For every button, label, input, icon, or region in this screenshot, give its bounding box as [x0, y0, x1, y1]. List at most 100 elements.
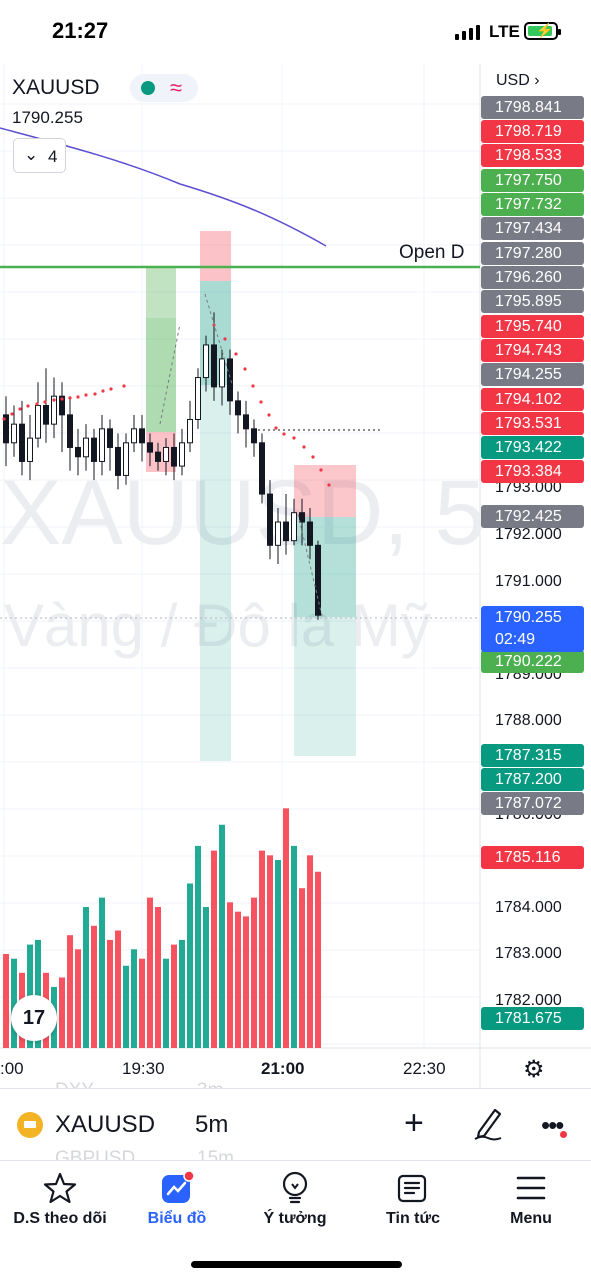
candle-body [163, 446, 169, 462]
psar-dot [319, 468, 323, 472]
nav-menu[interactable]: Menu [471, 1168, 591, 1228]
candle-body [11, 423, 17, 444]
chart-symbol[interactable]: XAUUSD [12, 76, 100, 99]
candle-body [43, 405, 49, 425]
volume-bar [11, 958, 17, 1048]
time-axis-label: 19:30 [122, 1059, 165, 1078]
volume-bar [291, 845, 297, 1048]
price-tag: 1798.841 [481, 96, 584, 119]
volume-bar [131, 949, 137, 1048]
volume-bar [123, 965, 129, 1048]
candle-body [75, 446, 81, 458]
nav-watchlist-label: D.S theo dõi [13, 1210, 107, 1227]
market-status-pill[interactable]: ≈ [130, 74, 198, 102]
short-position-target [294, 617, 356, 756]
psar-dot [302, 445, 306, 449]
candle-body [67, 414, 73, 448]
psar-dot [101, 389, 105, 393]
toolbar-interval[interactable]: 5m [195, 1111, 229, 1138]
price-tag: 1792.425 [481, 505, 584, 528]
open-line-label: Open D [399, 242, 465, 263]
psar-dot [43, 400, 47, 404]
short-position-profit [294, 517, 356, 617]
last-price: 1790.255 [12, 108, 83, 127]
market-open-icon [141, 81, 155, 95]
psar-dot [68, 396, 72, 400]
nav-ideas[interactable]: Ý tưởng [235, 1168, 355, 1228]
price-tag: 1797.732 [481, 193, 584, 216]
tradingview-logo[interactable]: 17 [11, 995, 57, 1041]
psar-dot [267, 413, 271, 417]
volume-bar [299, 888, 305, 1048]
pen-icon[interactable] [472, 1105, 504, 1146]
candle-body [19, 423, 25, 462]
gold-coin-icon [17, 1112, 43, 1138]
price-tag: 1796.260 [481, 266, 584, 289]
psar-dot [18, 407, 22, 411]
currency-selector[interactable]: USD › [496, 72, 540, 89]
home-indicator [191, 1261, 402, 1268]
plus-icon[interactable]: + [404, 1104, 424, 1142]
price-chart[interactable]: XAUUSD, 5 Vàng / Đô la Mỹ [0, 64, 591, 1088]
candle-body [195, 377, 201, 420]
volume-bar [251, 897, 257, 1048]
star-icon [0, 1168, 120, 1208]
candle-body [227, 358, 233, 402]
psar-dot [292, 436, 296, 440]
volume-bar [171, 944, 177, 1048]
psar-dot [2, 417, 6, 421]
short-position-target [200, 385, 231, 761]
volume-bar [203, 907, 209, 1048]
candle-body [171, 446, 177, 467]
candle-body [107, 428, 113, 448]
nav-news-label: Tin tức [386, 1210, 440, 1227]
candle-body [83, 437, 89, 458]
indicators-toggle[interactable]: ⌄ 4 [13, 138, 66, 173]
more-icon[interactable]: ••• [541, 1110, 564, 1140]
chevron-down-icon: ⌄ [24, 145, 39, 164]
short-position-stop [200, 231, 231, 281]
volume-bar [115, 930, 121, 1048]
candle-body [59, 395, 65, 416]
volume-bar [219, 824, 225, 1048]
psar-dot [274, 426, 278, 430]
notification-dot [560, 1131, 567, 1138]
time-axis-label: 22:30 [403, 1059, 446, 1078]
price-tag: 1794.255 [481, 363, 584, 386]
psar-dot [60, 397, 64, 401]
nav-watchlist[interactable]: D.S theo dõi [0, 1168, 120, 1228]
nav-chart[interactable]: Biểu đồ [117, 1168, 237, 1228]
gear-icon[interactable]: ⚙ [523, 1056, 545, 1083]
volume-bar [315, 871, 321, 1048]
psar-dot [259, 400, 263, 404]
psar-dot [223, 337, 227, 341]
volume-bar [139, 958, 145, 1048]
volume-bar [163, 958, 169, 1048]
volume-bar [3, 954, 9, 1048]
price-tag: 1787.315 [481, 744, 584, 767]
indicators-count: 4 [48, 147, 58, 166]
psar-dot [122, 384, 126, 388]
price-tag: 1787.200 [481, 768, 584, 791]
psar-dot [327, 483, 331, 487]
long-position-profit [146, 268, 176, 318]
nav-ideas-label: Ý tưởng [263, 1210, 327, 1227]
lightbulb-icon [235, 1168, 355, 1208]
candle-body [91, 437, 97, 462]
psar-dot [35, 402, 39, 406]
chart-area[interactable]: XAUUSD, 5 Vàng / Đô la Mỹ [0, 64, 591, 1088]
price-axis-label: 1792.000 [495, 526, 562, 543]
price-tag: 1794.743 [481, 339, 584, 362]
psar-dot [26, 404, 30, 408]
nav-chart-label: Biểu đồ [147, 1210, 207, 1227]
candle-body [315, 544, 321, 616]
bar-countdown: 02:49 [495, 631, 536, 648]
candle-body [179, 442, 185, 467]
short-position-stop [294, 465, 356, 517]
candle-body [259, 442, 265, 495]
price-tag: 1798.719 [481, 120, 584, 143]
volume-bar [275, 860, 281, 1048]
volume-bar [59, 977, 65, 1048]
nav-news[interactable]: Tin tức [353, 1168, 473, 1228]
toolbar-symbol[interactable]: XAUUSD [55, 1111, 156, 1138]
